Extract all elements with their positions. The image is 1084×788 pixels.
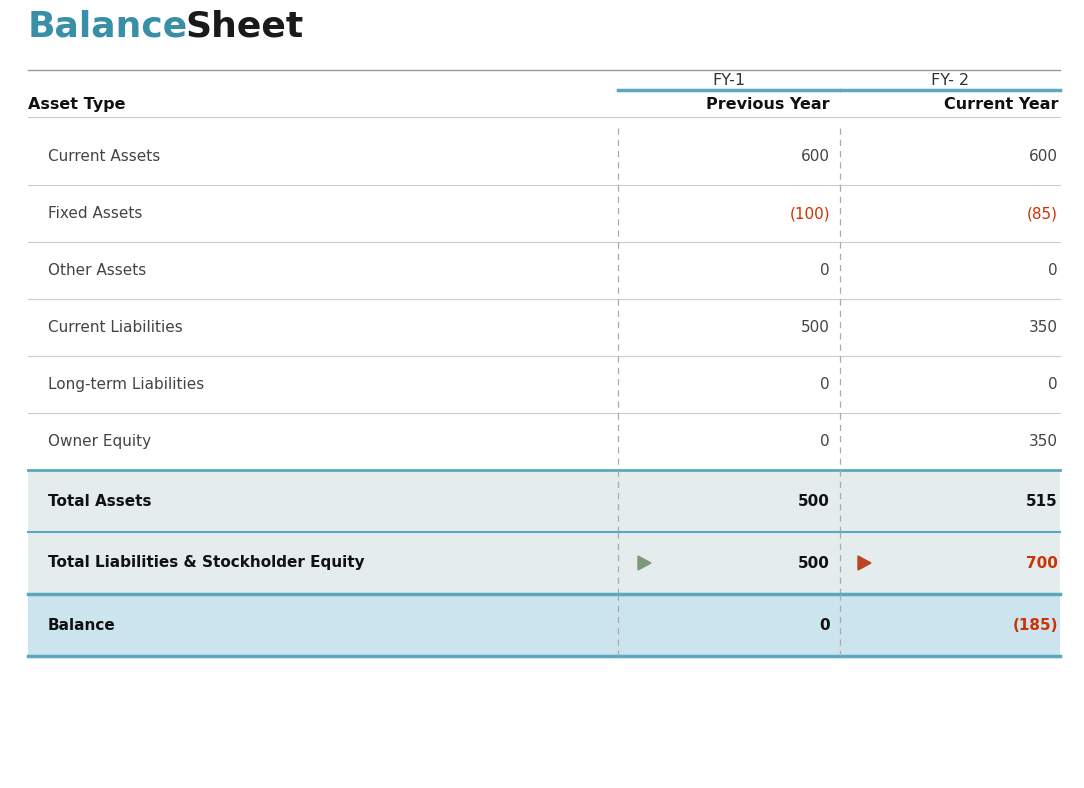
Text: Current Year: Current Year (943, 97, 1058, 112)
Text: 0: 0 (820, 618, 830, 633)
Text: Previous Year: Previous Year (707, 97, 830, 112)
Text: 515: 515 (1027, 493, 1058, 508)
Text: FY-1: FY-1 (712, 73, 746, 88)
Bar (28, 470, 1060, 532)
Text: Balance: Balance (28, 9, 189, 43)
Text: Asset Type: Asset Type (28, 97, 126, 112)
Polygon shape (859, 556, 872, 570)
Text: 0: 0 (1048, 263, 1058, 278)
Text: Balance: Balance (48, 618, 116, 633)
Text: 0: 0 (821, 263, 830, 278)
Text: (185): (185) (1012, 618, 1058, 633)
Bar (28, 532, 1060, 594)
Text: Other Assets: Other Assets (48, 263, 146, 278)
Text: 0: 0 (1048, 377, 1058, 392)
Text: Fixed Assets: Fixed Assets (48, 206, 142, 221)
Text: 500: 500 (798, 556, 830, 571)
Text: Owner Equity: Owner Equity (48, 434, 151, 449)
Text: Current Liabilities: Current Liabilities (48, 320, 183, 335)
Polygon shape (638, 556, 651, 570)
Text: Total Liabilities & Stockholder Equity: Total Liabilities & Stockholder Equity (48, 556, 364, 571)
Text: (100): (100) (789, 206, 830, 221)
Text: 700: 700 (1027, 556, 1058, 571)
Text: Sheet: Sheet (185, 9, 304, 43)
Text: 600: 600 (801, 149, 830, 164)
Text: 0: 0 (821, 377, 830, 392)
Text: Total Assets: Total Assets (48, 493, 152, 508)
Text: 0: 0 (821, 434, 830, 449)
Bar (28, 594, 1060, 656)
Text: Current Assets: Current Assets (48, 149, 160, 164)
Text: (85): (85) (1027, 206, 1058, 221)
Text: 600: 600 (1029, 149, 1058, 164)
Text: 500: 500 (801, 320, 830, 335)
Text: 350: 350 (1029, 434, 1058, 449)
Text: 500: 500 (798, 493, 830, 508)
Text: 350: 350 (1029, 320, 1058, 335)
Text: FY- 2: FY- 2 (931, 73, 969, 88)
Text: Long-term Liabilities: Long-term Liabilities (48, 377, 204, 392)
